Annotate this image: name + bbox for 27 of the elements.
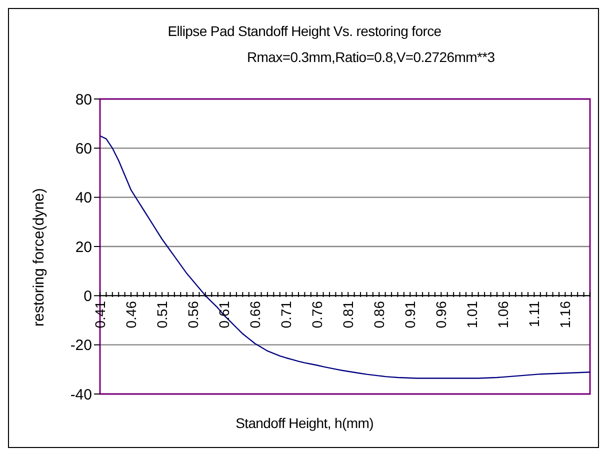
x-tick-label: 0.96 — [433, 300, 450, 328]
y-tick-label: -20 — [70, 337, 92, 354]
x-tick-label: 1.16 — [557, 300, 574, 328]
x-tick-label: 0.56 — [185, 300, 202, 328]
x-tick-label: 1.01 — [464, 300, 480, 328]
x-tick-label: 0.91 — [402, 300, 418, 328]
x-tick-label: 0.66 — [247, 300, 264, 328]
y-tick-label: 60 — [75, 140, 92, 158]
y-tick-label: 0 — [84, 288, 92, 305]
y-tick-label: -40 — [70, 386, 92, 404]
x-tick-label: 1.06 — [495, 300, 512, 328]
y-tick-label: 40 — [75, 190, 92, 207]
x-axis-title: Standoff Height, h(mm) — [234, 415, 374, 431]
x-tick-label: 0.41 — [92, 300, 108, 328]
x-tick-label: 0.76 — [309, 300, 326, 328]
y-tick-label: 20 — [75, 238, 92, 256]
x-tick-label: 0.86 — [371, 300, 388, 328]
x-tick-label: 1.11 — [526, 300, 542, 328]
y-tick-label: 80 — [75, 91, 92, 108]
x-tick-label: 0.51 — [154, 300, 170, 328]
y-axis-title: restoring force(dyne) — [30, 188, 48, 326]
x-tick-label: 0.81 — [340, 300, 356, 328]
x-tick-label: 0.46 — [123, 300, 140, 328]
chart-subtitle: Rmax=0.3mm,Ratio=0.8,V=0.2726mm**3 — [247, 49, 495, 65]
x-tick-label: 0.71 — [278, 300, 294, 328]
chart-title: Ellipse Pad Standoff Height Vs. restoring force — [166, 23, 442, 39]
x-tick-label: 0.61 — [216, 300, 232, 328]
